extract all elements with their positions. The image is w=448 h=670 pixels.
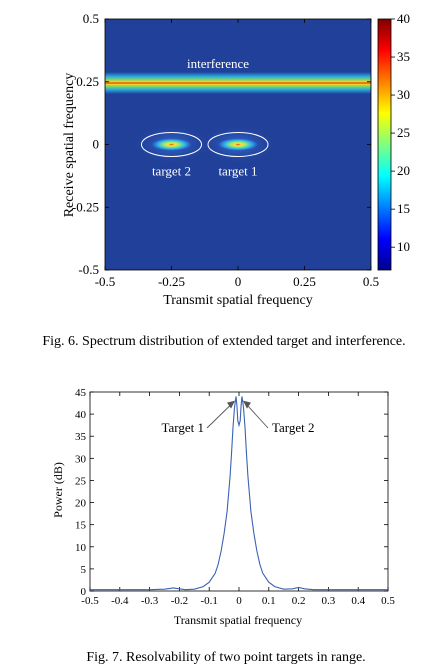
target-1-annotation: Target 1 xyxy=(161,420,204,435)
target-2-annotation: Target 2 xyxy=(272,420,315,435)
line-x-ticks: -0.5 -0.4 -0.3 -0.2 -0.1 0 0.1 0.2 0.3 0.4 0.5 xyxy=(81,392,395,607)
heatmap-y-tick-label: 0.5 xyxy=(83,11,99,26)
colorbar-tick-label: 40 xyxy=(397,11,410,26)
heatmap-y-tick-label: -0.25 xyxy=(72,199,99,214)
colorbar-ticks: 10 15 20 25 30 35 40 xyxy=(391,11,410,254)
line-x-tick-label: -0.4 xyxy=(111,595,129,607)
line-y-axis-label: Power (dB) xyxy=(51,462,65,518)
target-1-arrowhead xyxy=(227,400,236,409)
heatmap-y-tick-label: 0.25 xyxy=(76,74,99,89)
heatmap-y-tick-label: -0.5 xyxy=(78,262,99,277)
heatmap-x-tick-label: 0.25 xyxy=(293,274,316,289)
interference-band xyxy=(105,72,371,95)
heatmap-x-ticks: -0.5 -0.25 0 0.25 0.5 xyxy=(95,19,379,289)
colorbar-tick-label: 10 xyxy=(397,239,410,254)
colorbar xyxy=(377,18,392,271)
heatmap-x-tick-label: -0.25 xyxy=(158,274,185,289)
target-2-spot xyxy=(149,137,194,152)
line-y-tick-label: 25 xyxy=(75,475,87,487)
line-y-tick-label: 5 xyxy=(81,564,87,576)
line-y-tick-label: 40 xyxy=(75,409,87,421)
line-y-tick-label: 0 xyxy=(81,586,87,598)
target-1-spot xyxy=(216,137,260,152)
colorbar-tick-label: 15 xyxy=(397,201,410,216)
line-x-tick-label: 0.2 xyxy=(292,595,306,607)
line-plot-area xyxy=(89,391,389,592)
line-x-tick-label: 0.3 xyxy=(322,595,336,607)
line-y-tick-label: 15 xyxy=(75,520,87,532)
line-y-tick-label: 20 xyxy=(75,498,87,510)
line-x-tick-label: -0.2 xyxy=(171,595,188,607)
colorbar-tick-label: 35 xyxy=(397,49,410,64)
line-y-tick-label: 35 xyxy=(75,431,87,443)
line-x-axis-label: Transmit spatial frequency xyxy=(174,613,302,627)
heatmap-x-tick-label: 0.5 xyxy=(363,274,379,289)
line-y-tick-label: 45 xyxy=(75,387,87,399)
line-annotations: Target 1 Target 2 xyxy=(161,400,315,435)
heatmap-x-tick-label: 0 xyxy=(235,274,242,289)
line-y-tick-label: 10 xyxy=(75,542,87,554)
target-2-label: target 2 xyxy=(152,164,191,179)
line-y-ticks: 0 5 10 15 20 25 30 35 40 45 xyxy=(75,387,388,598)
heatmap-x-tick-label: -0.5 xyxy=(95,274,116,289)
target-2-outline xyxy=(141,132,202,157)
line-x-tick-label: 0 xyxy=(236,595,242,607)
line-x-tick-label: 0.5 xyxy=(381,595,395,607)
line-y-tick-label: 30 xyxy=(75,453,87,465)
colorbar-tick-label: 20 xyxy=(397,163,410,178)
heatmap-x-axis-label: Transmit spatial frequency xyxy=(163,293,313,308)
fig6-caption: Fig. 6. Spectrum distribution of extende… xyxy=(42,334,405,349)
line-x-tick-label: -0.1 xyxy=(200,595,217,607)
colorbar-tick-label: 30 xyxy=(397,87,410,102)
fig7-line-plot: -0.5 -0.4 -0.3 -0.2 -0.1 0 0.1 0.2 0.3 0.4 0.5 0 5 1… xyxy=(51,387,395,665)
heatmap-features: interference target 1 target 2 xyxy=(105,56,371,179)
heatmap-y-axis-label: Receive spatial frequency xyxy=(62,73,77,218)
target-2-arrowhead xyxy=(242,400,251,409)
line-x-tick-label: -0.5 xyxy=(81,595,99,607)
heatmap-y-tick-label: 0 xyxy=(93,137,100,152)
interference-label: interference xyxy=(187,56,249,71)
target-1-label: target 1 xyxy=(218,164,257,179)
heatmap-y-ticks: 0.5 0.25 0 -0.25 -0.5 xyxy=(72,11,371,277)
line-x-tick-label: 0.1 xyxy=(262,595,276,607)
line-x-tick-label: -0.3 xyxy=(141,595,159,607)
line-x-tick-label: 0.4 xyxy=(351,595,365,607)
power-series-line xyxy=(90,396,388,591)
colorbar-tick-label: 25 xyxy=(397,125,410,140)
fig7-caption: Fig. 7. Resolvability of two point targe… xyxy=(86,650,365,665)
